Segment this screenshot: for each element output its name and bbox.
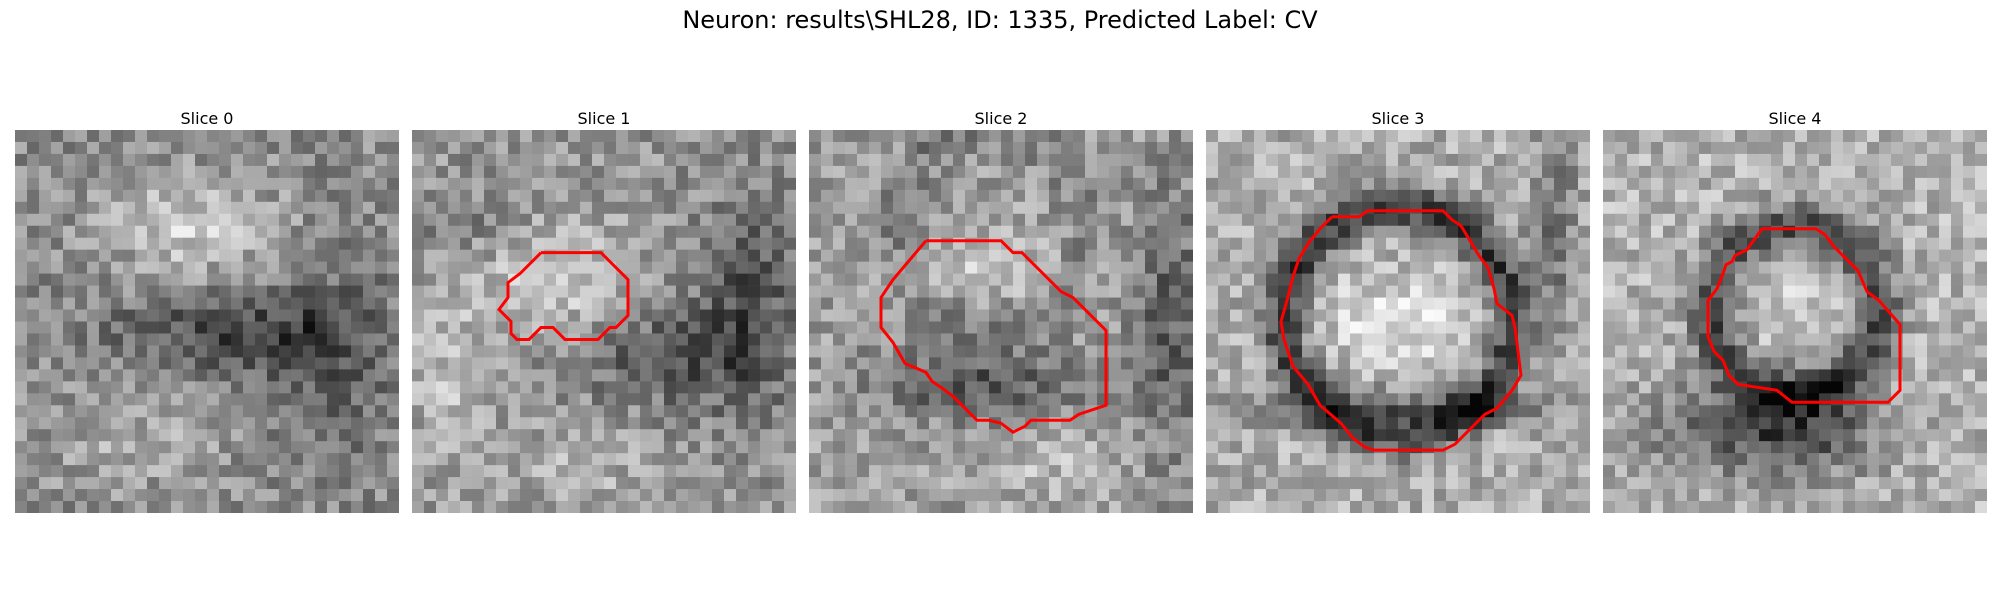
slice-image	[412, 130, 796, 513]
slice-panel-0: Slice 0	[15, 108, 399, 513]
slice-panel-1: Slice 1	[412, 108, 796, 513]
slice-image	[1603, 130, 1987, 513]
slice-title: Slice 3	[1371, 109, 1425, 128]
slice-title: Slice 1	[577, 109, 631, 128]
slice-panel-4: Slice 4	[1603, 108, 1987, 513]
slice-panel-2: Slice 2	[809, 108, 1193, 513]
slice-title: Slice 0	[180, 109, 234, 128]
slice-image	[1206, 130, 1590, 513]
contour-outline	[497, 251, 630, 341]
contour-outline	[879, 239, 1108, 434]
contour-outline	[1279, 209, 1523, 452]
slice-title: Slice 4	[1768, 109, 1822, 128]
slice-image	[809, 130, 1193, 513]
slice-image	[15, 130, 399, 513]
contour-outline	[1706, 227, 1902, 404]
figure-title: Neuron: results\SHL28, ID: 1335, Predict…	[682, 6, 1318, 34]
slice-panel-3: Slice 3	[1206, 108, 1590, 513]
slice-title: Slice 2	[974, 109, 1028, 128]
